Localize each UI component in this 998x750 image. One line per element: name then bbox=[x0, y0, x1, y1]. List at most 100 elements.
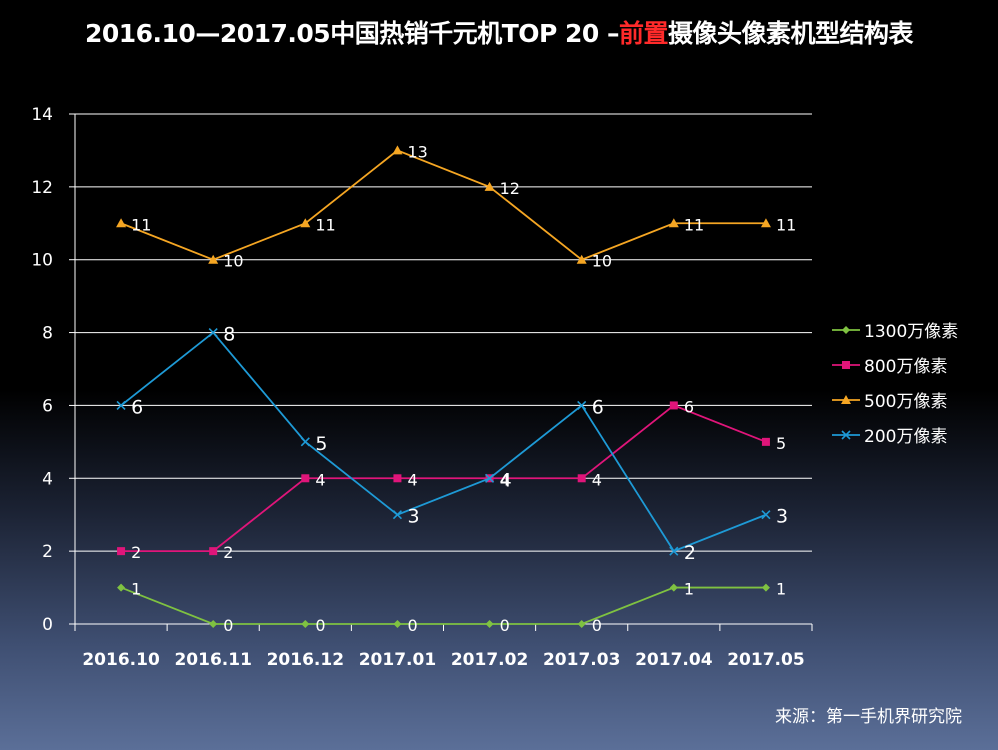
data-point-s800 bbox=[669, 401, 678, 410]
data-point-s800 bbox=[393, 474, 402, 483]
data-label-s800: 2 bbox=[223, 543, 233, 562]
x-tick-label: 2017.02 bbox=[451, 650, 528, 670]
data-point-s200 bbox=[300, 437, 310, 447]
data-label-s800: 2 bbox=[131, 543, 141, 562]
series-line-s200 bbox=[120, 331, 767, 553]
series-s200: 6 8 5 3 4 6 2 3 bbox=[116, 324, 788, 564]
legend-marker-s800 bbox=[842, 361, 850, 369]
data-label-s200: 3 bbox=[776, 506, 788, 528]
data-label-s1300: 0 bbox=[407, 616, 417, 635]
page-title: 2016.10—2017.05中国热销千元机TOP 20 –前置摄像头像素机型结… bbox=[0, 14, 998, 50]
data-label-s1300: 1 bbox=[684, 580, 694, 599]
legend-label-s200: 200万像素 bbox=[864, 427, 947, 447]
data-point-s200 bbox=[761, 510, 771, 520]
x-tick-label: 2017.01 bbox=[359, 650, 436, 670]
x-tick-label: 2017.05 bbox=[727, 650, 804, 670]
data-point-s1300 bbox=[117, 583, 126, 592]
x-tick-label: 2017.03 bbox=[543, 650, 620, 670]
y-tick-label: 2 bbox=[42, 542, 53, 562]
legend-label-s800: 800万像素 bbox=[864, 357, 947, 377]
data-point-s200 bbox=[116, 400, 126, 410]
data-point-s200 bbox=[577, 400, 587, 410]
x-tick-label: 2016.11 bbox=[174, 650, 251, 670]
data-label-s800: 4 bbox=[315, 470, 325, 489]
legend-marker-s200 bbox=[841, 430, 851, 440]
data-label-s200: 3 bbox=[407, 506, 419, 528]
chart-gridlines bbox=[75, 113, 812, 625]
x-tick-label: 2017.04 bbox=[635, 650, 713, 670]
series-line-s800 bbox=[121, 404, 767, 553]
data-label-s500: 11 bbox=[684, 215, 704, 234]
data-label-s200: 4 bbox=[500, 469, 512, 491]
y-axis-tick-labels: 0 2 4 6 8 10 12 14 bbox=[31, 105, 53, 635]
y-tick-label: 8 bbox=[42, 324, 53, 344]
legend-item-s200: 200万像素 bbox=[832, 427, 947, 447]
data-point-s500 bbox=[392, 145, 403, 155]
data-point-s200 bbox=[392, 510, 403, 520]
chart-legend: 1300万像素 800万像素 500万像素 200万像素 bbox=[832, 322, 958, 447]
title-prefix: 2016.10—2017.05中国热销千元机TOP 20 – bbox=[84, 19, 620, 48]
data-point-s1300 bbox=[485, 620, 494, 628]
series-s500: 11 10 11 13 12 10 11 11 bbox=[116, 142, 796, 271]
data-label-s1300: 1 bbox=[776, 580, 786, 599]
data-point-s500 bbox=[116, 218, 127, 228]
data-label-s800: 6 bbox=[684, 397, 694, 416]
data-label-s500: 13 bbox=[407, 142, 427, 161]
data-label-s1300: 0 bbox=[315, 616, 325, 635]
legend-item-s800: 800万像素 bbox=[832, 357, 947, 377]
y-tick-label: 6 bbox=[42, 396, 53, 416]
data-point-s1300 bbox=[301, 620, 310, 628]
data-point-s200 bbox=[484, 473, 495, 483]
data-label-s800: 4 bbox=[592, 470, 602, 489]
data-point-s500 bbox=[484, 181, 495, 191]
data-label-s500: 11 bbox=[776, 215, 796, 234]
data-label-s500: 10 bbox=[592, 252, 612, 271]
data-point-s1300 bbox=[761, 583, 770, 592]
legend-item-s500: 500万像素 bbox=[832, 392, 947, 412]
data-label-s1300: 0 bbox=[500, 616, 510, 635]
data-point-s1300 bbox=[209, 620, 218, 628]
title-highlight: 前置 bbox=[619, 19, 669, 48]
data-label-s1300: 0 bbox=[223, 616, 233, 635]
data-label-s800: 5 bbox=[776, 434, 786, 453]
data-label-s1300: 1 bbox=[131, 580, 141, 599]
y-tick-label: 4 bbox=[42, 469, 53, 489]
series-line-s500 bbox=[120, 149, 766, 261]
data-point-s500 bbox=[760, 218, 771, 228]
y-tick-label: 12 bbox=[31, 178, 53, 198]
y-tick-label: 10 bbox=[31, 251, 53, 271]
data-point-s800 bbox=[301, 474, 310, 483]
data-point-s500 bbox=[668, 218, 679, 228]
data-point-s200 bbox=[669, 546, 679, 556]
data-point-s1300 bbox=[393, 620, 402, 628]
x-tick-label: 2016.10 bbox=[82, 650, 160, 670]
data-label-s200: 8 bbox=[223, 324, 235, 346]
legend-marker-s500 bbox=[841, 395, 851, 404]
data-label-s1300: 0 bbox=[592, 616, 602, 635]
title-suffix: 摄像头像素机型结构表 bbox=[668, 19, 914, 48]
data-label-s200: 2 bbox=[684, 542, 696, 564]
data-point-s800 bbox=[209, 547, 218, 556]
legend-label-s1300: 1300万像素 bbox=[864, 322, 958, 342]
chart-axes bbox=[69, 113, 813, 631]
data-point-s500 bbox=[208, 254, 219, 264]
data-label-s500: 11 bbox=[131, 215, 151, 234]
y-tick-label: 0 bbox=[42, 615, 53, 635]
data-point-s200 bbox=[208, 328, 218, 338]
legend-marker-s1300 bbox=[842, 326, 850, 334]
data-point-s800 bbox=[117, 547, 126, 556]
data-point-s500 bbox=[300, 218, 311, 228]
x-axis-tick-labels: 2016.10 2016.11 2016.12 2017.01 2017.02 2017.… bbox=[82, 650, 804, 670]
y-tick-label: 14 bbox=[31, 105, 53, 125]
data-label-s800: 4 bbox=[407, 470, 417, 489]
data-label-s500: 10 bbox=[223, 252, 243, 271]
data-point-s500 bbox=[576, 254, 587, 264]
series-s1300: 1 0 0 0 0 0 1 1 bbox=[117, 580, 786, 635]
x-tick-label: 2016.12 bbox=[267, 650, 344, 670]
data-label-s500: 12 bbox=[500, 179, 520, 198]
data-point-s1300 bbox=[669, 583, 678, 592]
data-point-s800 bbox=[761, 437, 770, 446]
source-note: 来源：第一手机界研究院 bbox=[775, 707, 962, 727]
